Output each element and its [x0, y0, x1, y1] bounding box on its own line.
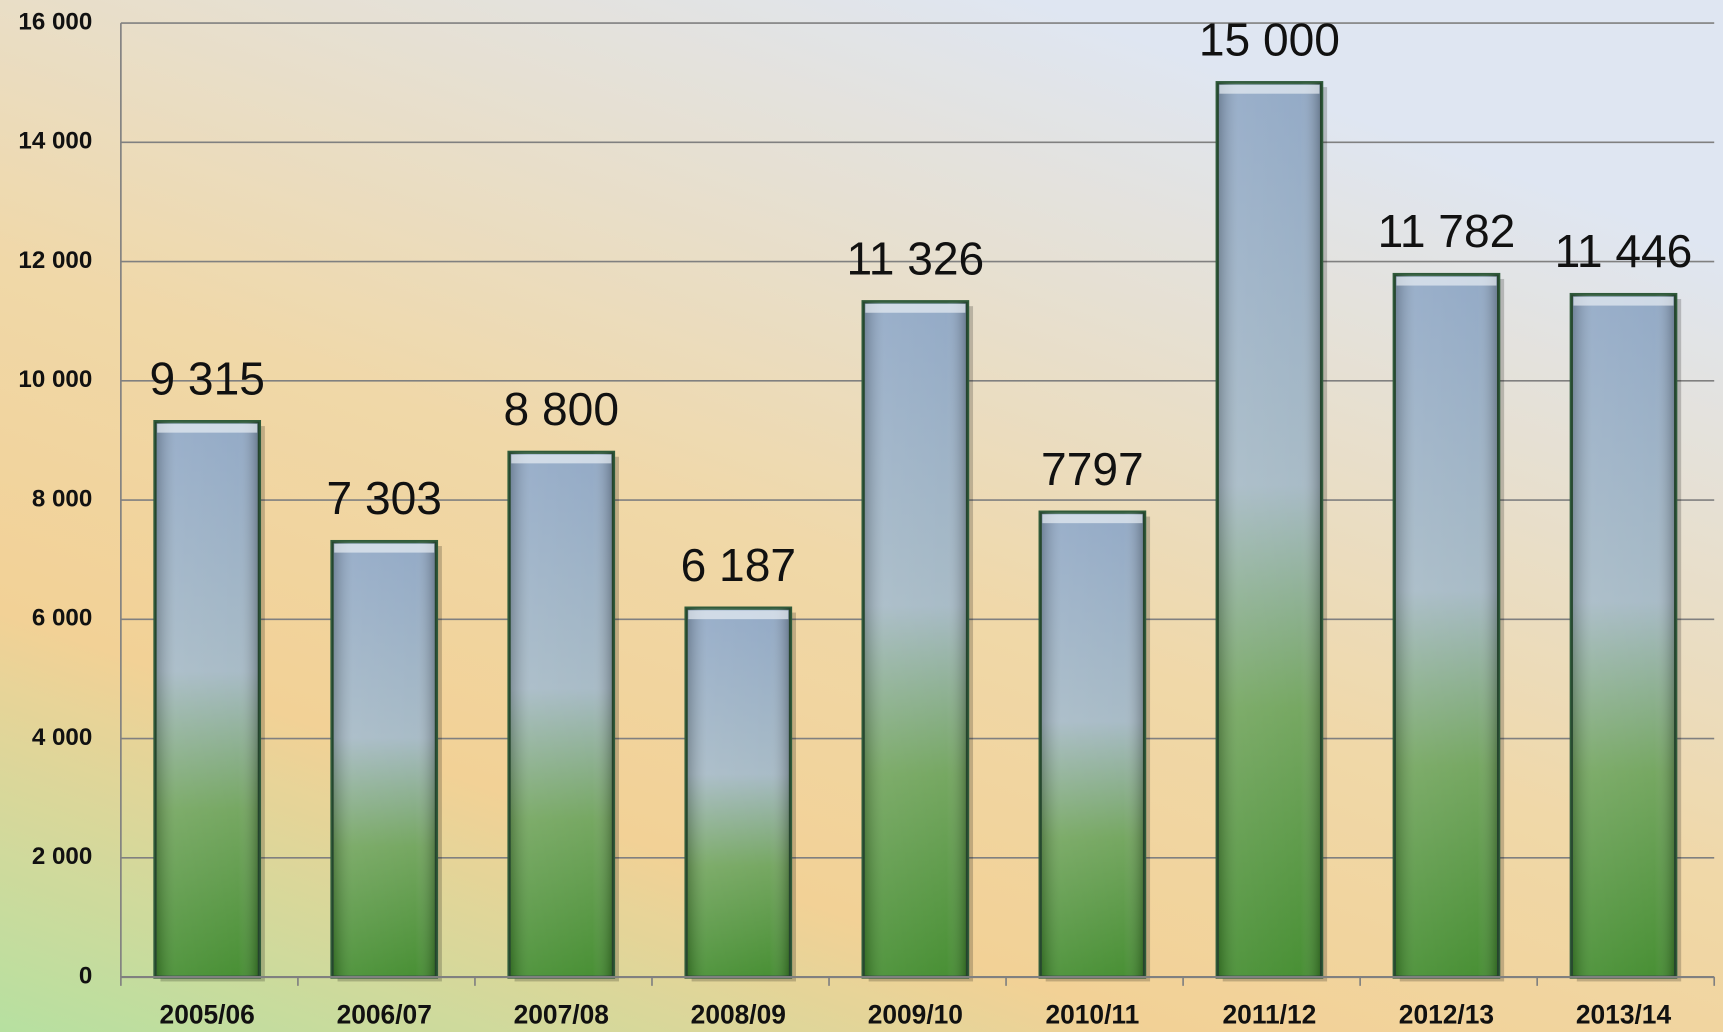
value-label: 7797 [1041, 443, 1144, 495]
bar-shine [686, 608, 791, 978]
bar-cap [334, 543, 435, 553]
y-tick-label: 0 [79, 962, 92, 989]
y-tick-label: 6 000 [32, 605, 92, 632]
y-tick-label: 2 000 [32, 843, 92, 870]
bar-shine [1394, 274, 1499, 978]
bar-cap [1219, 84, 1320, 94]
bar-shine [154, 421, 260, 978]
bar-shine [863, 301, 968, 978]
x-tick-label: 2012/13 [1399, 1000, 1494, 1030]
bar-shine [1571, 294, 1676, 978]
bar-cap [157, 423, 258, 433]
value-label: 8 800 [504, 383, 619, 435]
value-label: 6 187 [681, 539, 796, 591]
bar-shine [1217, 82, 1322, 978]
x-tick-label: 2005/06 [160, 1000, 255, 1030]
value-label: 9 315 [149, 352, 264, 404]
bar-cap [1573, 296, 1674, 306]
value-label: 11 326 [846, 232, 984, 284]
x-tick-label: 2006/07 [337, 1000, 432, 1030]
value-label: 11 782 [1378, 205, 1516, 257]
y-tick-label: 10 000 [18, 366, 92, 393]
bar-cap [688, 610, 789, 620]
bar-cap [1396, 276, 1497, 286]
value-label: 11 446 [1555, 225, 1693, 277]
x-tick-label: 2013/14 [1576, 1000, 1672, 1030]
bar-cap [511, 454, 612, 464]
value-label: 7 303 [327, 472, 442, 524]
bar-shine [509, 452, 614, 978]
bar-cap [1042, 514, 1143, 524]
y-tick-label: 12 000 [18, 247, 92, 274]
x-tick-label: 2007/08 [514, 1000, 609, 1030]
value-label: 15 000 [1199, 13, 1340, 65]
x-tick-label: 2010/11 [1045, 1000, 1139, 1030]
bar-cap [865, 303, 966, 313]
y-tick-label: 8 000 [32, 485, 92, 512]
y-tick-label: 4 000 [32, 724, 92, 751]
x-tick-label: 2011/12 [1223, 1000, 1317, 1030]
y-tick-label: 14 000 [18, 128, 92, 155]
x-tick-label: 2009/10 [868, 1000, 963, 1030]
bar-shine [332, 541, 437, 978]
bar-shine [1040, 512, 1145, 978]
y-tick-label: 16 000 [18, 8, 92, 35]
x-tick-label: 2008/09 [691, 1000, 786, 1030]
